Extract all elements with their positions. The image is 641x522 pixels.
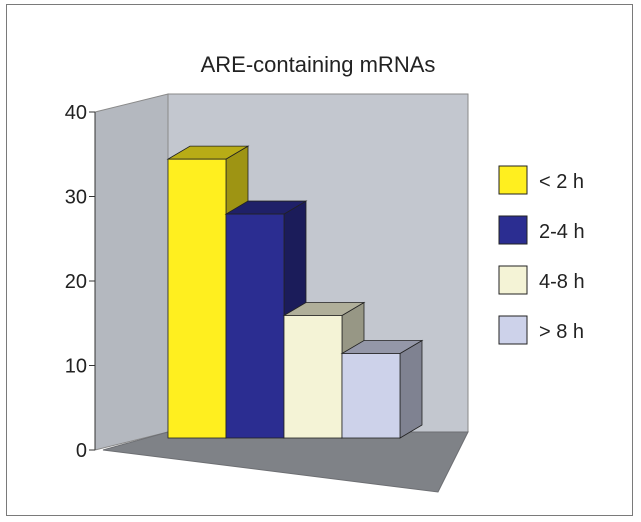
- legend-label: < 2 h: [539, 171, 584, 193]
- floor: [102, 431, 469, 493]
- bars: [166, 145, 424, 439]
- legend-label: 2-4 h: [539, 221, 585, 243]
- legend: < 2 h 2-4 h 4-8 h > 8 h: [498, 165, 585, 345]
- y-tick-label: 40: [65, 102, 87, 124]
- legend-swatch: [498, 265, 528, 295]
- legend-label: 4-8 h: [539, 271, 585, 293]
- legend-swatch: [498, 215, 528, 245]
- left-wall: [94, 93, 169, 451]
- y-tick-label: 30: [65, 187, 87, 209]
- y-tick-label: 0: [76, 440, 87, 462]
- legend-swatch: [498, 315, 528, 345]
- bar-front: [167, 158, 227, 439]
- y-tick-label: 10: [65, 356, 87, 378]
- legend-label: > 8 h: [539, 321, 584, 343]
- legend-swatch: [498, 165, 528, 195]
- chart-title: ARE-containing mRNAs: [201, 52, 436, 77]
- y-axis: 0 10 20 30 40: [65, 102, 96, 462]
- bar-front: [341, 353, 401, 439]
- bar-side: [399, 339, 423, 439]
- bar-front: [283, 315, 343, 439]
- bar-front: [225, 213, 285, 439]
- bar: [340, 339, 424, 439]
- y-tick-label: 20: [65, 271, 87, 293]
